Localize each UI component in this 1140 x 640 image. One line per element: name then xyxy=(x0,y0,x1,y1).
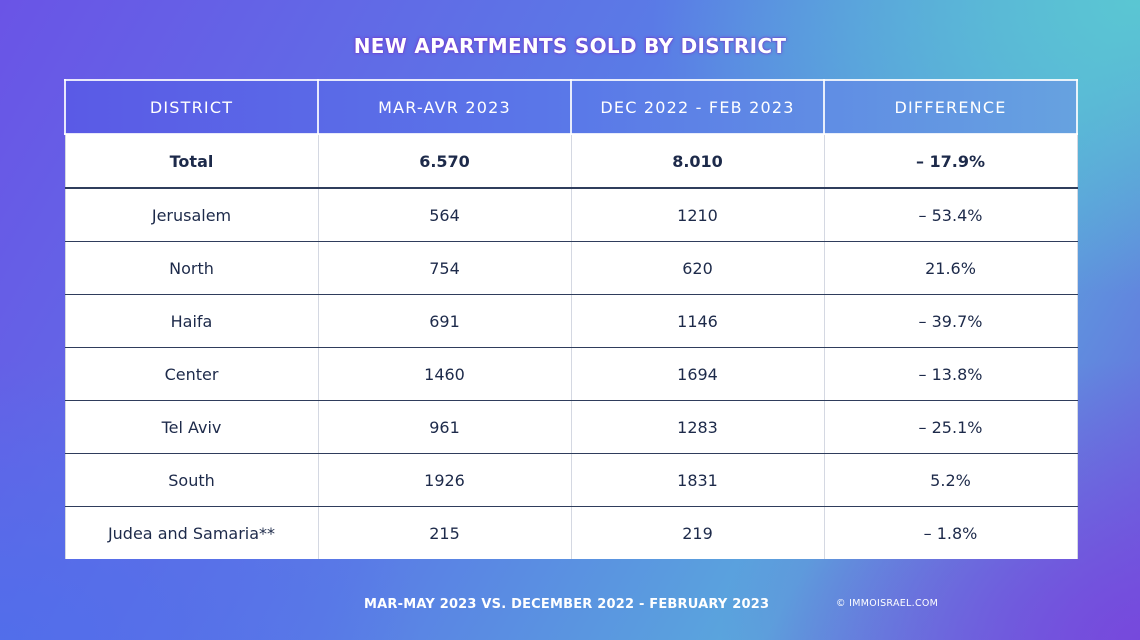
cell-difference: 21.6% xyxy=(823,241,1078,295)
cell-district: Jerusalem xyxy=(64,188,319,242)
chart-title: NEW APARTMENTS SOLD BY DISTRICT xyxy=(353,34,787,58)
cell-mar-avr-2023: 961 xyxy=(317,400,572,454)
cell-mar-avr-2023: 215 xyxy=(317,506,572,559)
table-row-total: Total 6.570 8.010 – 17.9% xyxy=(64,134,1078,189)
cell-mar-avr-2023: 6.570 xyxy=(317,134,572,189)
cell-dec-feb: 1831 xyxy=(570,453,825,507)
table-row: Tel Aviv 961 1283 – 25.1% xyxy=(64,400,1078,454)
cell-difference: – 13.8% xyxy=(823,347,1078,401)
cell-dec-feb: 219 xyxy=(570,506,825,559)
cell-mar-avr-2023: 1926 xyxy=(317,453,572,507)
cell-mar-avr-2023: 564 xyxy=(317,188,572,242)
table-row: Judea and Samaria** 215 219 – 1.8% xyxy=(64,506,1078,559)
cell-difference: – 39.7% xyxy=(823,294,1078,348)
cell-difference: – 53.4% xyxy=(823,188,1078,242)
copyright-notice: © IMMOISRAEL.COM xyxy=(836,598,939,609)
column-header-dec-feb: DEC 2022 - FEB 2023 xyxy=(570,79,825,135)
cell-district: Tel Aviv xyxy=(64,400,319,454)
table-row: Center 1460 1694 – 13.8% xyxy=(64,347,1078,401)
column-header-mar-avr-2023: MAR-AVR 2023 xyxy=(317,79,572,135)
cell-difference: – 1.8% xyxy=(823,506,1078,559)
cell-mar-avr-2023: 691 xyxy=(317,294,572,348)
table-row: South 1926 1831 5.2% xyxy=(64,453,1078,507)
table-row: Haifa 691 1146 – 39.7% xyxy=(64,294,1078,348)
cell-mar-avr-2023: 754 xyxy=(317,241,572,295)
cell-dec-feb: 1283 xyxy=(570,400,825,454)
comparison-period-note: MAR-MAY 2023 VS. DECEMBER 2022 - FEBRUAR… xyxy=(364,597,770,612)
cell-dec-feb: 8.010 xyxy=(570,134,825,189)
cell-district: Haifa xyxy=(64,294,319,348)
table-row: North 754 620 21.6% xyxy=(64,241,1078,295)
cell-district: North xyxy=(64,241,319,295)
column-header-district: DISTRICT xyxy=(64,79,319,135)
cell-dec-feb: 620 xyxy=(570,241,825,295)
column-header-difference: DIFFERENCE xyxy=(823,79,1078,135)
cell-mar-avr-2023: 1460 xyxy=(317,347,572,401)
cell-district: Center xyxy=(64,347,319,401)
cell-dec-feb: 1146 xyxy=(570,294,825,348)
table-row: Jerusalem 564 1210 – 53.4% xyxy=(64,188,1078,242)
cell-difference: – 17.9% xyxy=(823,134,1078,189)
cell-difference: 5.2% xyxy=(823,453,1078,507)
cell-district: Judea and Samaria** xyxy=(64,506,319,559)
header-row: DISTRICT MAR-AVR 2023 DEC 2022 - FEB 202… xyxy=(64,79,1078,135)
cell-difference: – 25.1% xyxy=(823,400,1078,454)
district-sales-table: DISTRICT MAR-AVR 2023 DEC 2022 - FEB 202… xyxy=(64,79,1078,559)
cell-dec-feb: 1694 xyxy=(570,347,825,401)
cell-district: South xyxy=(64,453,319,507)
cell-dec-feb: 1210 xyxy=(570,188,825,242)
cell-district: Total xyxy=(64,134,319,189)
